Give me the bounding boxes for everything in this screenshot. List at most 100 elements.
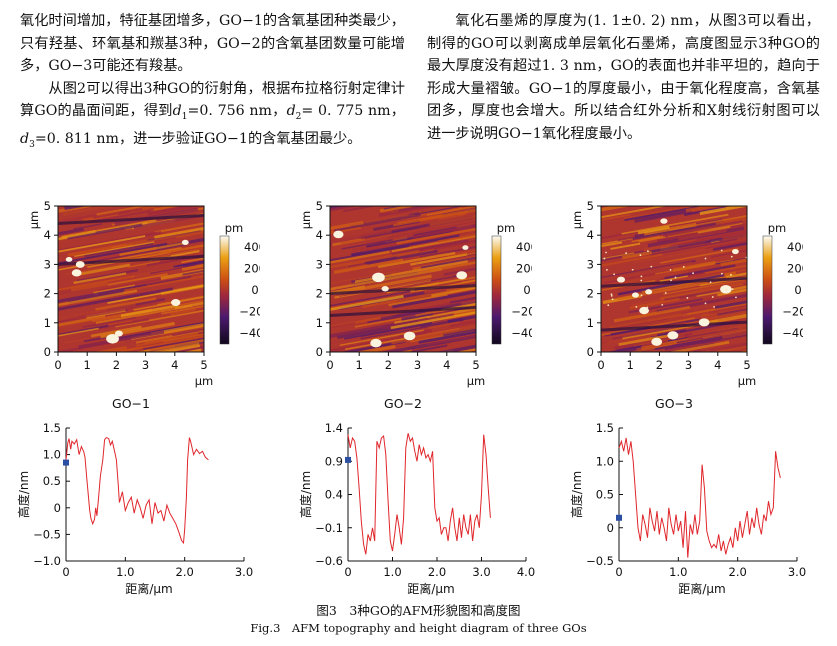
xtick-3-3: 3.0	[788, 565, 806, 579]
afm-panel-go2: 001122334455μmμmpm4002000−200−400GO−2	[299, 199, 532, 411]
xtick-1-1: 1.0	[116, 565, 134, 579]
ytick-3-0: −0.5	[586, 554, 614, 568]
afm-ytick-2-4: 4	[316, 228, 323, 242]
ytick-2-4: 1.4	[325, 421, 343, 435]
paragraph-right-1: 氧化石墨烯的厚度为(1. 1±0. 2) nm，从图3可以看出，制得的GO可以剥…	[427, 13, 820, 142]
ytick-3-2: 0.5	[596, 488, 614, 502]
text-column-left: 氧化时间增加，特征基团增多，GO−1的含氧基团种类最少，只有羟基、环氧基和羰基3…	[20, 10, 405, 157]
ytick-3-1: 0	[607, 521, 614, 535]
cursor-marker-1	[63, 459, 69, 466]
xtick-2-0: 0	[344, 565, 351, 579]
xtick-1-2: 2.0	[176, 565, 194, 579]
ytick-2-3: 0.9	[325, 454, 343, 468]
colorbar-tick-1-4: −400	[239, 326, 260, 340]
afm-frame-3	[600, 205, 748, 353]
afm-panel-go1: 001122334455μmμmpm4002000−200−400GO−1	[27, 199, 260, 411]
ytick-1-5: 1.5	[43, 421, 61, 435]
colorbar-tick-2-3: −200	[511, 305, 532, 319]
ytick-2-0: −0.6	[315, 554, 343, 568]
afm-yunit-3: μm	[570, 211, 584, 230]
ytick-1-3: 0.5	[43, 474, 61, 488]
ytick-3-3: 1.0	[596, 454, 614, 468]
ylabel-1: 高度/nm	[16, 471, 31, 518]
height-chart-go2: −0.6 −0.1 0.4 0.9 1.4 0 1.0 2.0 3.0 4.0 距离/μm 高度/nm	[298, 421, 535, 596]
figure-caption-cn: 图3 3种GO的AFM形貌图和高度图	[316, 603, 521, 618]
afm-ytick-2-1: 1	[316, 316, 323, 330]
xtick-2-2: 2.0	[428, 565, 446, 579]
ylabel-2: 高度/nm	[298, 471, 313, 518]
afm-xtick-1-3: 3	[142, 358, 149, 372]
afm-label-2: GO−2	[384, 396, 422, 411]
afm-xunit-2: μm	[467, 374, 486, 388]
afm-ytick-2-2: 2	[316, 287, 323, 301]
colorbar-tick-3-4: −400	[782, 326, 803, 340]
afm-ytick-1-2: 2	[44, 287, 51, 301]
afm-ytick-2-3: 3	[316, 257, 323, 271]
afm-ytick-2-5: 5	[316, 199, 323, 213]
colorbar-unit-3: pm	[768, 221, 787, 235]
ytick-1-4: 1.0	[43, 448, 61, 462]
xtick-3-1: 1.0	[669, 565, 687, 579]
cursor-marker-2	[345, 456, 351, 463]
xtick-1-0: 0	[62, 565, 69, 579]
afm-xtick-3-0: 0	[597, 358, 604, 372]
afm-ytick-1-0: 0	[44, 345, 51, 359]
afm-xtick-3-3: 3	[685, 358, 692, 372]
colorbar-3	[762, 235, 773, 345]
colorbar-tick-2-2: 0	[523, 283, 530, 297]
afm-xtick-2-4: 4	[443, 358, 450, 372]
ytick-1-0: −1.0	[33, 554, 61, 568]
afm-xtick-2-2: 2	[385, 358, 392, 372]
afm-image-1	[58, 206, 204, 352]
afm-xtick-1-0: 0	[54, 358, 61, 372]
xtick-1-3: 3.0	[235, 565, 253, 579]
colorbar-tick-1-2: 0	[251, 283, 258, 297]
colorbar-2	[491, 235, 502, 345]
afm-ytick-3-4: 4	[587, 228, 594, 242]
afm-image-3	[601, 206, 747, 352]
afm-xtick-2-0: 0	[326, 358, 333, 372]
afm-xtick-3-1: 1	[627, 358, 634, 372]
afm-xtick-1-5: 5	[200, 358, 207, 372]
xlabel-1: 距离/μm	[125, 581, 172, 596]
afm-xtick-3-4: 4	[714, 358, 721, 372]
colorbar-tick-1-3: −200	[239, 305, 260, 319]
afm-xtick-1-2: 2	[113, 358, 120, 372]
ytick-1-1: −0.5	[33, 527, 61, 541]
paragraph-left-2: 从图2可以得出3种GO的衍射角，根据布拉格衍射定律计算GO的晶面间距，得到d1=…	[20, 80, 405, 151]
xtick-2-4: 4.0	[517, 565, 535, 579]
xlabel-3: 距离/μm	[678, 581, 725, 596]
afm-ytick-2-0: 0	[316, 345, 323, 359]
afm-ytick-1-5: 5	[44, 199, 51, 213]
afm-image-2	[330, 206, 476, 352]
colorbar-tick-2-1: 200	[516, 261, 532, 275]
colorbar-tick-2-4: −400	[511, 326, 532, 340]
afm-yunit-1: μm	[27, 211, 41, 230]
colorbar-1	[219, 235, 230, 345]
afm-ytick-1-1: 1	[44, 316, 51, 330]
ytick-2-1: −0.1	[315, 521, 343, 535]
afm-label-1: GO−1	[112, 396, 150, 411]
xtick-2-3: 3.0	[472, 565, 490, 579]
height-line-1	[65, 436, 209, 545]
colorbar-unit-1: pm	[225, 221, 244, 235]
colorbar-tick-1-1: 200	[244, 261, 260, 275]
afm-xtick-2-3: 3	[414, 358, 421, 372]
colorbar-tick-3-2: 0	[794, 283, 801, 297]
afm-xtick-2-1: 1	[356, 358, 363, 372]
afm-frame-1	[57, 205, 205, 353]
xtick-2-1: 1.0	[383, 565, 401, 579]
height-chart-go1: −1.0 −0.5 0 0.5 1.0 1.5 0 1.0 2.0 3.0 距离/μm 高度/nm	[16, 421, 253, 596]
colorbar-tick-3-1: 200	[787, 261, 803, 275]
ytick-2-2: 0.4	[325, 488, 343, 502]
afm-yunit-2: μm	[299, 211, 313, 230]
xtick-3-2: 2.0	[729, 565, 747, 579]
height-line-2	[347, 433, 491, 555]
xlabel-2: 距离/μm	[407, 581, 454, 596]
afm-ytick-1-4: 4	[44, 228, 51, 242]
xtick-3-0: 0	[615, 565, 622, 579]
afm-xtick-1-1: 1	[84, 358, 91, 372]
afm-ytick-3-0: 0	[587, 345, 594, 359]
afm-label-3: GO−3	[655, 396, 693, 411]
